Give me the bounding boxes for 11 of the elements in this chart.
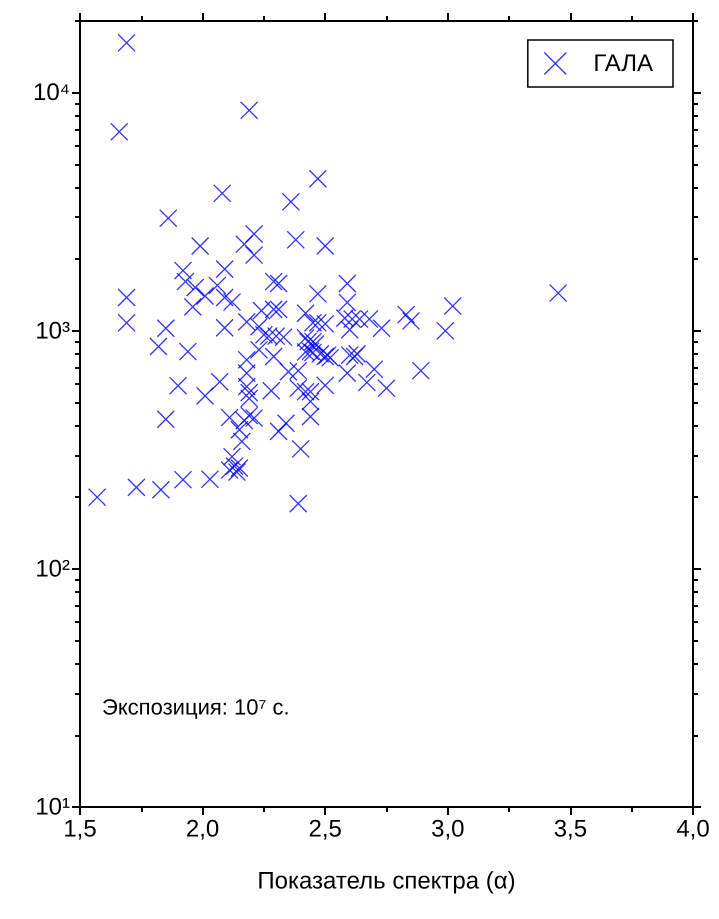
y-tick-label: 10³ (35, 317, 70, 344)
y-tick-label: 10⁴ (32, 79, 70, 106)
x-axis-title: Показатель спектра (α) (257, 868, 516, 894)
x-tick-label: 3,5 (554, 816, 588, 842)
x-tick-label: 3,0 (431, 816, 464, 842)
annotation: Экспозиция: 10⁷ с. (102, 694, 290, 720)
y-tick-label: 10² (35, 555, 70, 582)
x-tick-label: 2,0 (186, 816, 220, 842)
x-tick-label: 4,0 (676, 816, 710, 842)
x-tick-label: 2,5 (308, 816, 342, 842)
legend-label: ГАЛА (593, 50, 654, 77)
